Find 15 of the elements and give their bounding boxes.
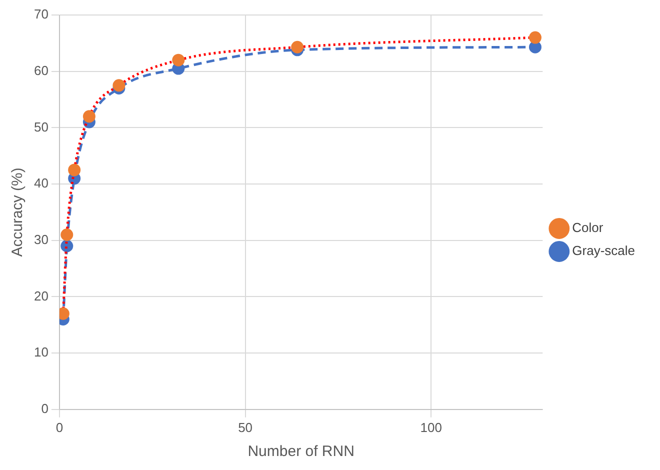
x-tick-label: 0 bbox=[56, 420, 64, 435]
y-tick-label: 40 bbox=[34, 176, 48, 191]
y-tick-label: 30 bbox=[34, 232, 48, 247]
y-tick-label: 70 bbox=[34, 6, 48, 22]
y-tick-label: 20 bbox=[34, 288, 48, 304]
x-tick-label: 50 bbox=[238, 420, 253, 435]
y-tick-label: 10 bbox=[34, 344, 48, 360]
y-tick-label: 60 bbox=[34, 62, 48, 78]
legend-label: Color bbox=[572, 220, 604, 236]
x-axis-title: Number of RNN bbox=[248, 443, 354, 460]
x-tick-label: 100 bbox=[420, 420, 442, 435]
y-axis-title: Accuracy (%) bbox=[9, 168, 26, 257]
y-tick-label: 0 bbox=[41, 400, 48, 416]
legend-label: Gray-scale bbox=[572, 243, 636, 258]
y-tick-label: 50 bbox=[34, 119, 48, 134]
